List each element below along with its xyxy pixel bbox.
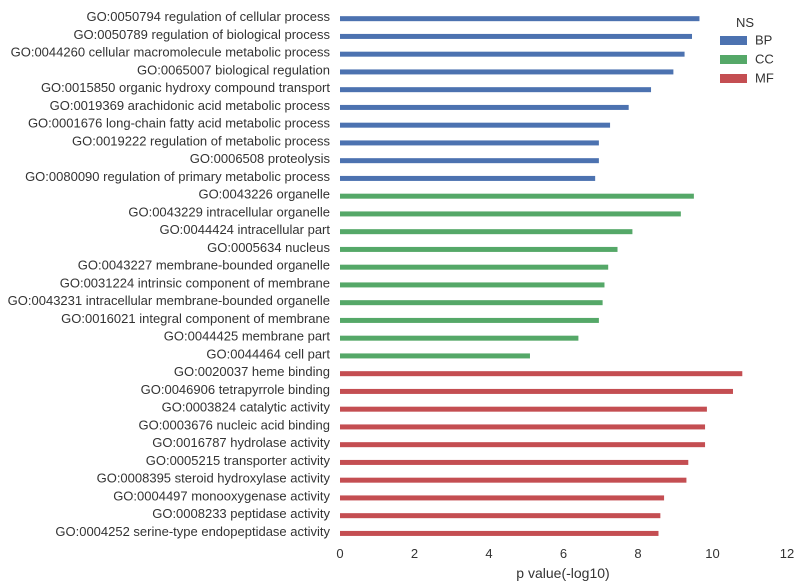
bar-cc-18: [340, 317, 599, 323]
x-tick-label: 4: [485, 546, 492, 561]
bar-bp-9: [340, 158, 599, 164]
category-label: GO:0044260 cellular macromolecule metabo…: [11, 45, 331, 60]
bar-mf-22: [340, 388, 733, 394]
legend-label-cc: CC: [755, 51, 774, 66]
bars-layer: [340, 16, 743, 536]
x-tick-label: 12: [780, 546, 794, 561]
x-tick-label: 2: [411, 546, 418, 561]
category-label: GO:0005215 transporter activity: [146, 453, 331, 468]
bar-cc-15: [340, 264, 609, 270]
bar-bp-1: [340, 16, 700, 22]
bar-mf-30: [340, 530, 659, 536]
bar-cc-20: [340, 353, 530, 359]
x-tick-label: 8: [634, 546, 641, 561]
bar-bp-5: [340, 87, 652, 93]
bar-cc-13: [340, 229, 633, 235]
bar-mf-21: [340, 371, 743, 377]
bar-mf-29: [340, 513, 661, 519]
category-label: GO:0001676 long-chain fatty acid metabol…: [28, 116, 331, 131]
category-label: GO:0003824 catalytic activity: [162, 400, 331, 415]
bar-bp-4: [340, 69, 674, 75]
bar-bp-3: [340, 51, 685, 57]
legend-swatch-cc: [720, 55, 747, 64]
legend-label-mf: MF: [755, 70, 774, 85]
bar-mf-27: [340, 477, 687, 483]
bar-bp-6: [340, 104, 629, 110]
legend-swatch-bp: [720, 36, 747, 45]
legend: NS BP CC MF: [720, 15, 774, 85]
bar-cc-14: [340, 246, 618, 252]
category-label: GO:0004497 monooxygenase activity: [113, 488, 330, 503]
category-label: GO:0043231 intracellular membrane-bounde…: [8, 293, 330, 308]
category-label: GO:0050789 regulation of biological proc…: [73, 27, 330, 42]
bar-cc-17: [340, 300, 603, 306]
category-label: GO:0008233 peptidase activity: [152, 506, 330, 521]
category-label: GO:0050794 regulation of cellular proces…: [86, 9, 330, 24]
category-label: GO:0044425 membrane part: [164, 329, 331, 344]
x-axis-ticks: 0 2 4 6 8 10 12: [336, 546, 794, 561]
category-label: GO:0043229 intracellular organelle: [128, 204, 330, 219]
category-label: GO:0006508 proteolysis: [190, 151, 331, 166]
bar-cc-16: [340, 282, 605, 288]
bar-mf-24: [340, 424, 706, 430]
category-label: GO:0044464 cell part: [206, 346, 330, 361]
bar-cc-11: [340, 193, 694, 199]
category-label: GO:0005634 nucleus: [207, 240, 330, 255]
bar-mf-23: [340, 406, 707, 412]
category-label: GO:0003676 nucleic acid binding: [138, 417, 330, 432]
bar-bp-10: [340, 175, 596, 181]
x-tick-label: 0: [336, 546, 343, 561]
bar-bp-2: [340, 33, 693, 39]
bar-mf-26: [340, 459, 689, 465]
bar-bp-8: [340, 140, 599, 146]
category-label: GO:0043226 organelle: [198, 187, 330, 202]
category-label: GO:0043227 membrane-bounded organelle: [78, 258, 330, 273]
legend-swatch-mf: [720, 74, 747, 83]
category-label: GO:0015850 organic hydroxy compound tran…: [41, 80, 330, 95]
category-label: GO:0080090 regulation of primary metabol…: [25, 169, 330, 184]
category-label: GO:0019369 arachidonic acid metabolic pr…: [50, 98, 331, 113]
category-label: GO:0020037 heme binding: [174, 364, 330, 379]
legend-title: NS: [736, 15, 754, 30]
category-label: GO:0031224 intrinsic component of membra…: [60, 275, 330, 290]
bar-cc-12: [340, 211, 681, 217]
bar-bp-7: [340, 122, 611, 128]
category-label: GO:0008395 steroid hydroxylase activity: [97, 471, 331, 486]
category-label: GO:0019222 regulation of metabolic proce…: [72, 133, 330, 148]
legend-entries: BP CC MF: [720, 32, 774, 85]
category-label: GO:0004252 serine-type endopeptidase act…: [55, 524, 330, 539]
bar-mf-25: [340, 442, 706, 448]
bar-mf-28: [340, 495, 665, 501]
category-label: GO:0016787 hydrolase activity: [152, 435, 330, 450]
x-tick-label: 6: [560, 546, 567, 561]
category-label: GO:0046906 tetrapyrrole binding: [141, 382, 330, 397]
x-tick-label: 10: [705, 546, 719, 561]
category-label: GO:0044424 intracellular part: [159, 222, 330, 237]
bar-cc-19: [340, 335, 579, 341]
category-labels: GO:0050794 regulation of cellular proces…: [8, 9, 331, 539]
category-label: GO:0016021 integral component of membran…: [61, 311, 330, 326]
legend-label-bp: BP: [755, 32, 772, 47]
category-label: GO:0065007 biological regulation: [137, 62, 330, 77]
x-axis-title: p value(-log10): [516, 565, 609, 581]
